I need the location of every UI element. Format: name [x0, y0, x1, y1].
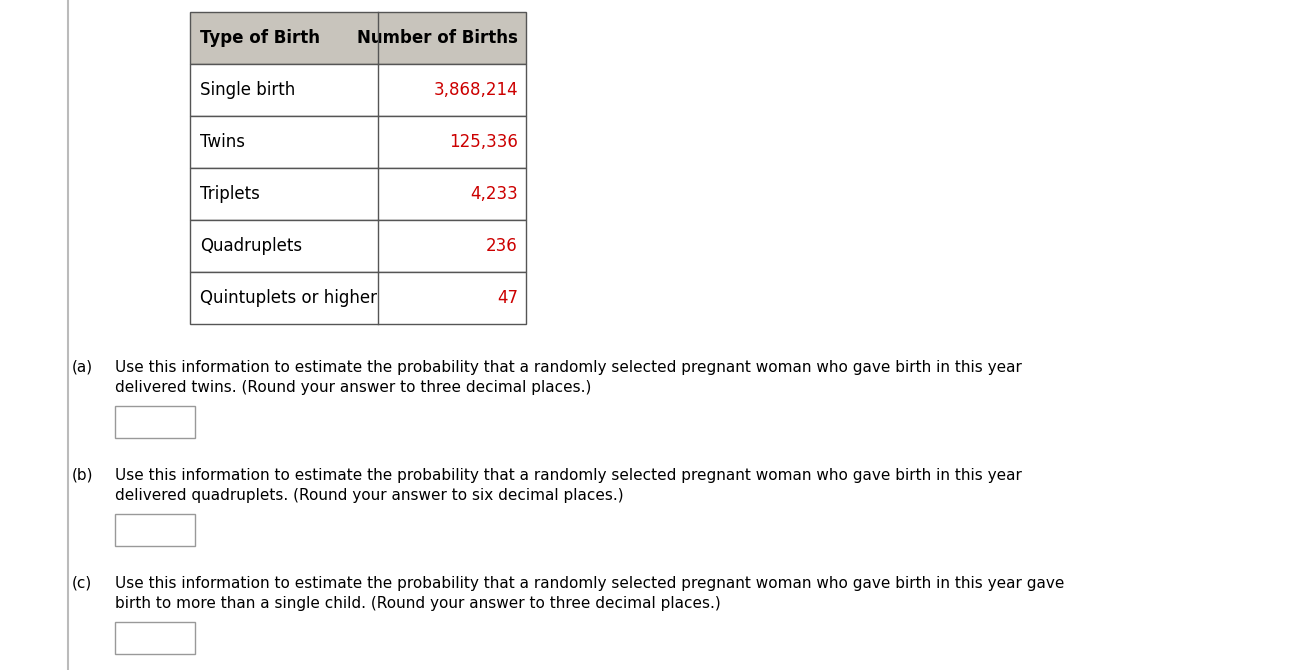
- Text: Triplets: Triplets: [200, 185, 260, 203]
- Text: (c): (c): [71, 576, 92, 591]
- Text: delivered twins. (Round your answer to three decimal places.): delivered twins. (Round your answer to t…: [116, 380, 591, 395]
- Text: delivered quadruplets. (Round your answer to six decimal places.): delivered quadruplets. (Round your answe…: [116, 488, 624, 503]
- Bar: [116, 406, 195, 438]
- Text: 4,233: 4,233: [470, 185, 518, 203]
- Text: 47: 47: [498, 289, 518, 307]
- Bar: [190, 64, 526, 116]
- Text: Use this information to estimate the probability that a randomly selected pregna: Use this information to estimate the pro…: [116, 468, 1022, 483]
- Text: Quadruplets: Quadruplets: [200, 237, 303, 255]
- Bar: [190, 220, 526, 272]
- Text: Single birth: Single birth: [200, 81, 295, 99]
- Text: Use this information to estimate the probability that a randomly selected pregna: Use this information to estimate the pro…: [116, 576, 1064, 591]
- Bar: [116, 622, 195, 654]
- Text: 125,336: 125,336: [449, 133, 518, 151]
- Bar: [116, 514, 195, 546]
- Text: 236: 236: [486, 237, 518, 255]
- Text: Type of Birth: Type of Birth: [200, 29, 320, 47]
- Text: Twins: Twins: [200, 133, 246, 151]
- Bar: [190, 12, 526, 64]
- Text: Quintuplets or higher: Quintuplets or higher: [200, 289, 377, 307]
- Bar: [190, 168, 526, 220]
- Bar: [190, 116, 526, 168]
- Text: Number of Births: Number of Births: [357, 29, 518, 47]
- Bar: [190, 272, 526, 324]
- Text: 3,868,214: 3,868,214: [434, 81, 518, 99]
- Text: (a): (a): [71, 360, 94, 375]
- Text: (b): (b): [71, 468, 94, 483]
- Text: Use this information to estimate the probability that a randomly selected pregna: Use this information to estimate the pro…: [116, 360, 1022, 375]
- Text: birth to more than a single child. (Round your answer to three decimal places.): birth to more than a single child. (Roun…: [116, 596, 721, 611]
